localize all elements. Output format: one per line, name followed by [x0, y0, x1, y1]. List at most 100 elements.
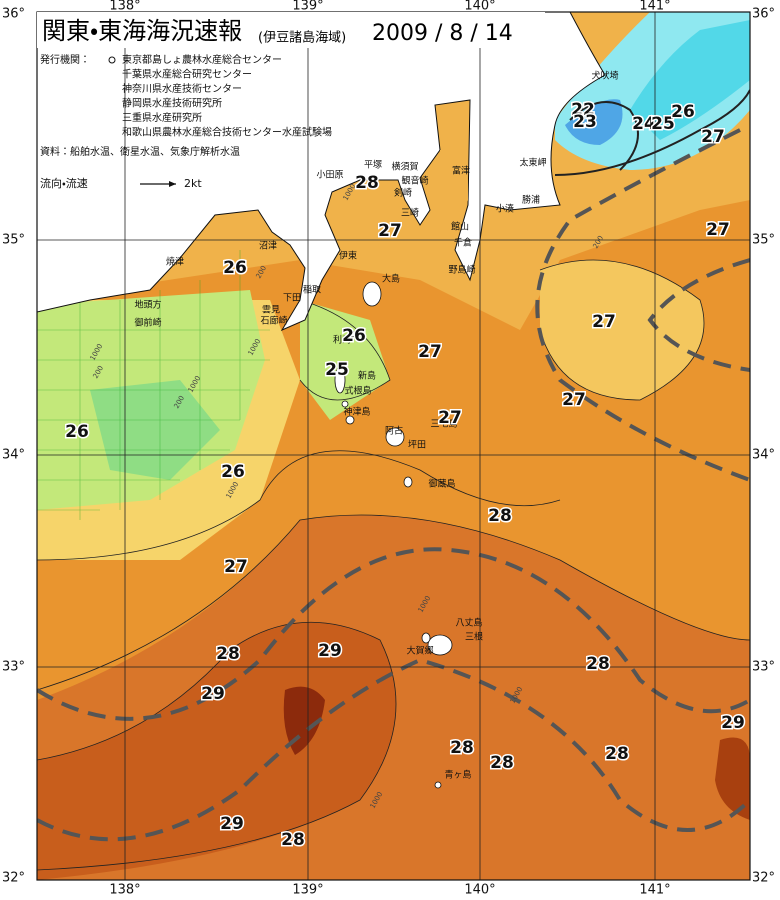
contours [37, 89, 750, 871]
graticule [37, 12, 750, 880]
temperature-label: 27 [224, 557, 248, 577]
lon-label-bottom: 139° [292, 883, 323, 898]
lon-label-bottom: 138° [109, 883, 140, 898]
temperature-label: 26 [342, 326, 366, 346]
temperature-label: 27 [706, 220, 730, 240]
islands [334, 281, 453, 789]
place-name: 青ヶ島 [444, 769, 471, 781]
place-name: 剣崎 [394, 187, 412, 199]
issuer: 三重県水産研究所 [122, 111, 202, 124]
temperature-label: 28 [488, 506, 512, 526]
lat-label-left: 35° [2, 233, 25, 248]
lat-label-left: 33° [2, 660, 25, 675]
temperature-label: 28 [450, 738, 474, 758]
place-name: 石廊崎 [260, 315, 287, 327]
temperature-label: 28 [490, 753, 514, 773]
place-name: 三根 [465, 631, 483, 643]
temperature-label: 26 [671, 102, 695, 122]
temperature-label: 27 [438, 408, 462, 428]
temperature-label: 28 [355, 173, 379, 193]
lat-label-right: 34° [752, 448, 775, 463]
place-name: 犬吠埼 [591, 70, 618, 82]
place-name: 沼津 [259, 241, 277, 252]
temperature-label: 26 [223, 258, 247, 278]
lat-label-left: 34° [2, 448, 25, 463]
place-name: 式根島 [344, 385, 371, 397]
temperature-label: 27 [378, 221, 402, 241]
sea-26b [300, 300, 390, 420]
lon-label-top: 140° [464, 0, 495, 14]
place-name: 稲取 [303, 284, 321, 296]
issuer: 神奈川県水産技術センター [122, 82, 242, 95]
issuer: 和歌山県農林水産総合技術センター水産試験場 [122, 126, 332, 139]
place-name: 観音崎 [401, 175, 428, 187]
temperature-label: 26 [65, 422, 89, 442]
date: 2009 / 8 / 14 [372, 21, 513, 46]
place-name: 新島 [358, 370, 376, 382]
temperature-label: 27 [592, 312, 616, 332]
land-honshu [37, 12, 606, 332]
place-name: 八丈島 [455, 617, 482, 629]
lon-label-bottom: 141° [639, 883, 670, 898]
place-name: 大賀郷 [406, 645, 433, 657]
place-name: 館山 [451, 221, 469, 233]
temperature-label: 28 [605, 744, 629, 764]
place-name: 神津島 [343, 406, 370, 418]
temperature-label: 27 [418, 342, 442, 362]
temperature-label: 26 [221, 462, 245, 482]
temperature-label: 28 [586, 654, 610, 674]
title-box [37, 12, 545, 48]
temperature-label: 29 [201, 684, 225, 704]
temperature-label: 23 [573, 112, 597, 132]
issuer: 東京都島しょ農林水産総合センター [122, 53, 282, 66]
place-name: 下田 [283, 293, 301, 304]
place-name: 御前崎 [134, 317, 161, 329]
temperature-label: 28 [281, 830, 305, 850]
place-name: 地頭方 [134, 299, 161, 311]
lat-label-right: 33° [752, 660, 775, 675]
temperature-label: 29 [220, 814, 244, 834]
place-name: 伊東 [339, 250, 357, 262]
subtitle: (伊豆諸島海域) [258, 31, 346, 46]
current-legend-label: 流向・流速 [40, 176, 88, 190]
place-name: 勝浦 [522, 194, 540, 206]
temperature-label: 29 [721, 713, 745, 733]
temperature-label: 29 [318, 641, 342, 661]
place-name: 坪田 [408, 440, 426, 451]
sea-22 [565, 99, 623, 145]
lon-label-top: 138° [109, 0, 140, 14]
issuer: 静岡県水産技術研究所 [122, 97, 222, 110]
sea-23 [630, 20, 750, 140]
lat-label-left: 32° [2, 871, 25, 886]
sources: 資料：船舶水温、衛星水温、気象庁解析水温 [40, 145, 240, 158]
place-name: 焼津 [166, 257, 184, 268]
sea-27-warm [540, 260, 704, 400]
lon-label-bottom: 140° [464, 883, 495, 898]
tokyo-bay [440, 150, 468, 240]
temperature-label: 27 [701, 127, 725, 147]
place-name: 阿古 [385, 425, 403, 437]
place-name: 利島 [333, 334, 351, 346]
place-name: 三宅島 [430, 418, 457, 430]
place-name: 富津 [452, 165, 470, 177]
sea-30b [715, 737, 750, 820]
place-name: 小湊 [496, 203, 514, 215]
temperature-label: 27 [562, 390, 586, 410]
map-body [37, 12, 750, 880]
current-speed: 2kt [184, 177, 202, 190]
place-name: 三崎 [401, 207, 419, 219]
lat-label-left: 36° [2, 7, 25, 22]
temperature-label: 25 [651, 114, 675, 134]
place-name: 千倉 [454, 238, 472, 249]
lat-label-right: 32° [752, 871, 775, 886]
place-name: 小田原 [316, 170, 343, 181]
place-name: 太東岬 [519, 157, 546, 169]
issuer-bullet [108, 56, 116, 64]
sea-29 [37, 622, 396, 880]
place-name: 横須賀 [391, 161, 418, 173]
lat-label-right: 35° [752, 233, 775, 248]
issuers-label: 発行機関： [40, 53, 90, 66]
current-arrowhead [169, 181, 176, 187]
issuer: 千葉県水産総合研究センター [122, 68, 252, 81]
